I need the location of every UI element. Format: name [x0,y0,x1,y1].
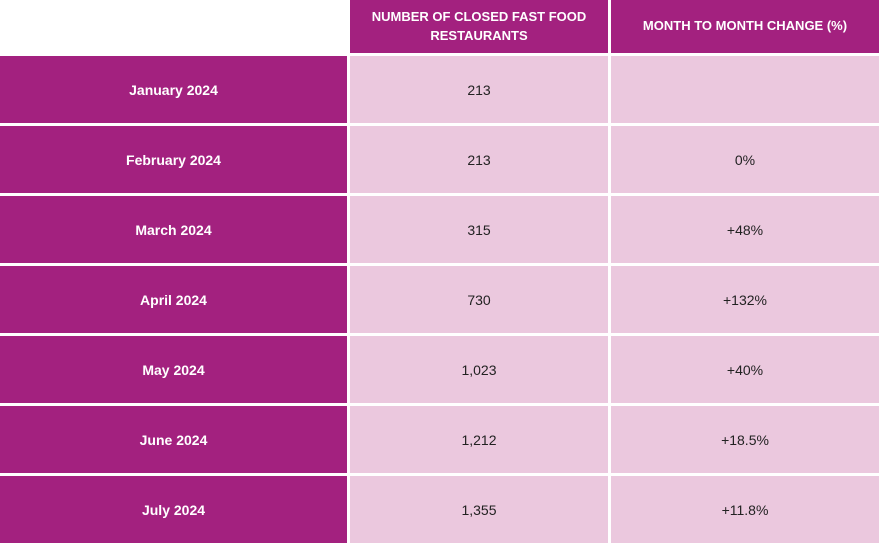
cell-closed-march: 315 [350,196,608,263]
cell-change-january [611,56,879,123]
cell-closed-may: 1,023 [350,336,608,403]
cell-change-july: +11.8% [611,476,879,543]
cell-closed-february: 213 [350,126,608,193]
row-label-january: January 2024 [0,56,347,123]
cell-closed-july: 1,355 [350,476,608,543]
table-corner [0,0,347,53]
row-label-march: March 2024 [0,196,347,263]
row-label-february: February 2024 [0,126,347,193]
row-label-may: May 2024 [0,336,347,403]
row-label-july: July 2024 [0,476,347,543]
row-label-april: April 2024 [0,266,347,333]
cell-change-may: +40% [611,336,879,403]
cell-closed-january: 213 [350,56,608,123]
cell-change-march: +48% [611,196,879,263]
cell-change-april: +132% [611,266,879,333]
cell-closed-june: 1,212 [350,406,608,473]
row-label-june: June 2024 [0,406,347,473]
cell-closed-april: 730 [350,266,608,333]
header-month-change: MONTH TO MONTH CHANGE (%) [611,0,879,53]
cell-change-june: +18.5% [611,406,879,473]
cell-change-february: 0% [611,126,879,193]
header-closed-count: NUMBER OF CLOSED FAST FOOD RESTAURANTS [350,0,608,53]
